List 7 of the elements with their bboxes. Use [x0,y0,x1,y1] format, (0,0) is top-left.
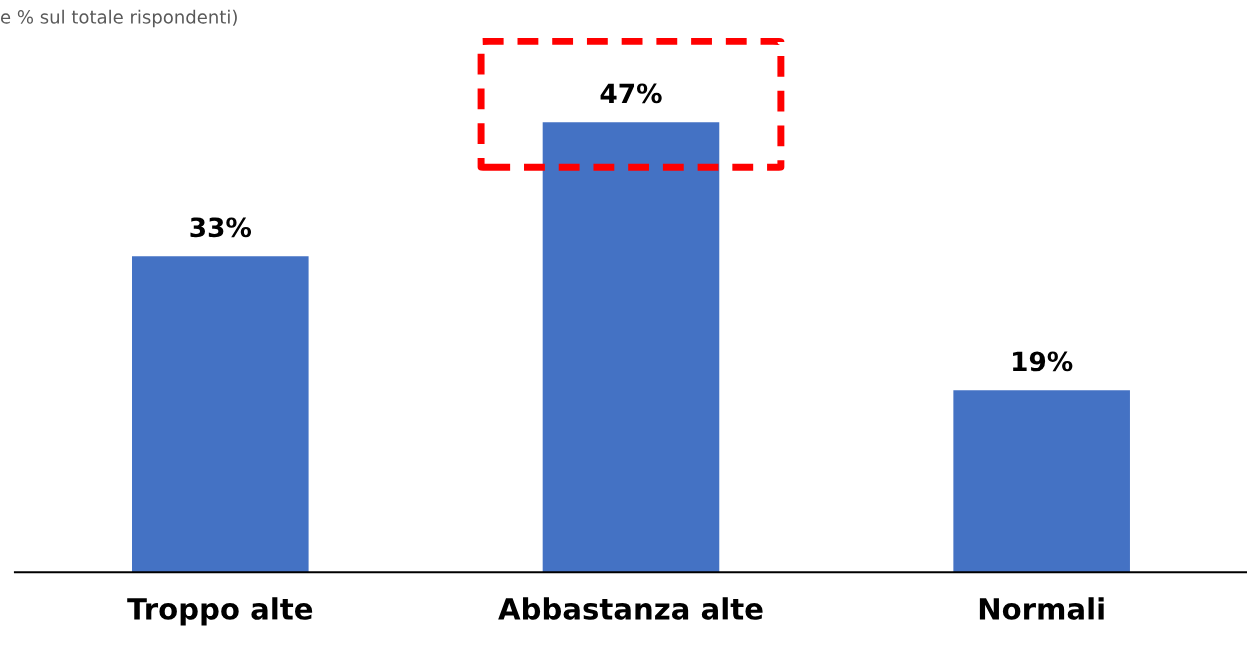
x-tick-label: Normali [979,597,1104,620]
data-label: 47% [600,83,662,104]
chart-subtitle: e % sul totale rispondenti) [1,9,237,28]
x-tick-label: Troppo alte [127,597,313,626]
x-tick-label: Abbastanza alte [498,597,763,620]
data-label: 33% [190,217,252,238]
data-label: 19% [1013,351,1073,372]
